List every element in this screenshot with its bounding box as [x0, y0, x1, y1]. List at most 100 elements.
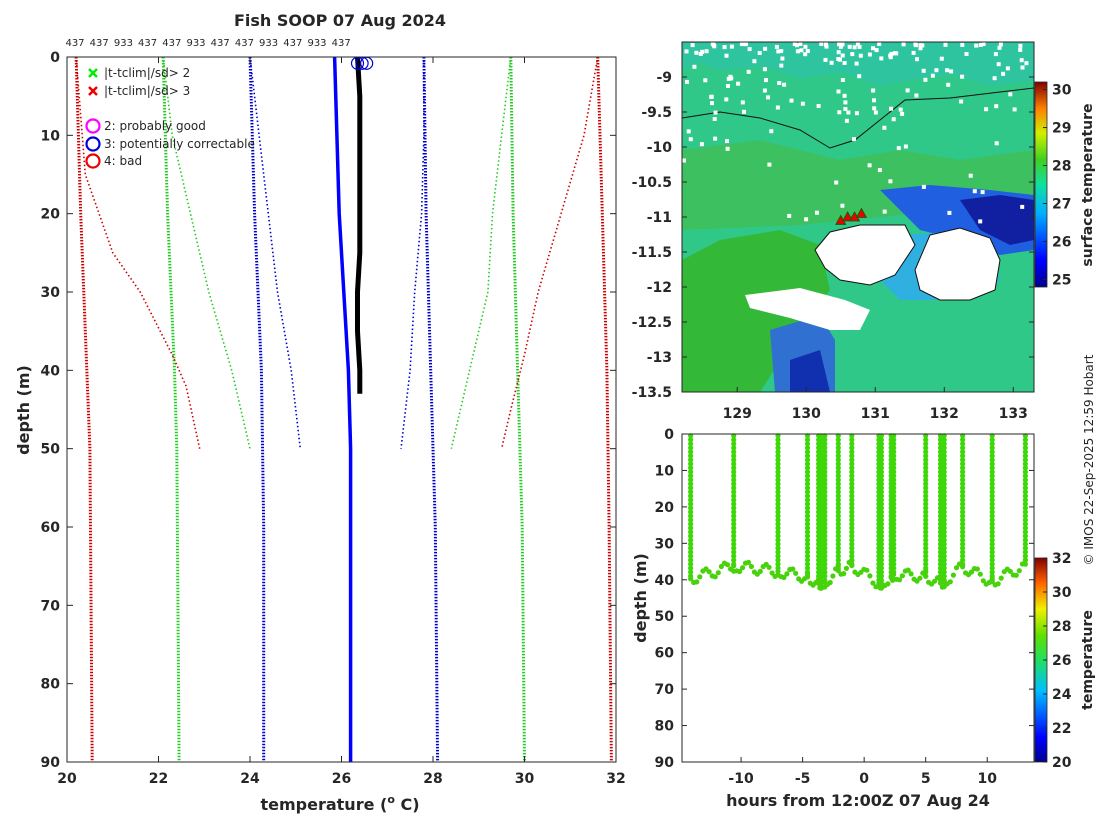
ts-point — [688, 545, 694, 551]
ts-y-tick-label: 10 — [655, 463, 675, 479]
ts-point — [989, 533, 995, 539]
ts-point — [818, 509, 824, 515]
ts-point — [989, 445, 995, 451]
ts-point — [923, 465, 929, 471]
ts-point — [688, 473, 694, 479]
ts-point — [937, 561, 944, 567]
ts-point — [1022, 477, 1028, 483]
cloud-pixel — [766, 95, 770, 100]
ts-point — [941, 489, 947, 495]
ts-point — [835, 557, 841, 563]
cloud-pixel — [692, 64, 697, 69]
ts-point — [804, 501, 811, 507]
ts-point — [941, 553, 947, 559]
ts-point — [804, 561, 811, 567]
map-y-tick-label: -12.5 — [632, 315, 672, 331]
ts-point — [822, 445, 828, 451]
ts-point — [775, 489, 781, 495]
ts-point — [688, 537, 694, 543]
cloud-pixel — [800, 101, 805, 106]
ts-point — [775, 481, 781, 487]
timeseries-x-ticks: -10 -5 0 5 10 — [728, 757, 997, 787]
ts-point — [748, 563, 755, 570]
ts-point — [923, 529, 929, 535]
ts-point — [891, 509, 897, 515]
ts-point — [878, 437, 885, 443]
ts-point — [712, 574, 718, 580]
ts-point — [849, 505, 855, 511]
ts-point — [941, 545, 947, 551]
series-local-1sd-high — [400, 57, 425, 449]
ts-point — [989, 477, 995, 483]
ts-point — [688, 517, 694, 523]
ts-point — [1022, 473, 1028, 479]
ts-point — [688, 457, 694, 463]
map-x-tick-label: 132 — [930, 406, 959, 422]
cloud-pixel — [782, 82, 787, 87]
ts-point — [989, 529, 995, 535]
map-x-tick-label: 131 — [861, 406, 890, 422]
sst-patch-cold-east — [960, 195, 1034, 245]
legend-entry: |t-tclim|/sd> 3 — [88, 84, 190, 98]
cloud-pixel — [867, 163, 872, 168]
ts-point — [818, 473, 824, 479]
ts-point — [818, 517, 824, 523]
sst-colorbar-ticks: 25 26 27 28 29 30 — [1043, 83, 1072, 288]
ts-point — [688, 565, 694, 571]
ts-point — [835, 441, 841, 447]
track-marker — [841, 211, 854, 222]
ts-point — [905, 567, 911, 573]
cloud-pixel — [882, 209, 887, 214]
ts-point — [688, 509, 694, 515]
ts-point — [740, 565, 746, 571]
ts-point — [1019, 561, 1025, 567]
timeseries-xlabel: hours from 12:00Z 07 Aug 24 — [726, 791, 990, 810]
ts-point — [804, 445, 811, 451]
ts-point — [775, 497, 781, 503]
cloud-pixel — [874, 48, 879, 53]
ts-point — [731, 473, 737, 479]
ts-point — [923, 441, 929, 447]
ts-point — [878, 533, 885, 539]
profile-y-ticks: 0 10 20 30 40 50 60 70 80 90 — [41, 50, 616, 771]
cloud-pixel — [704, 49, 709, 54]
cloud-pixel — [710, 101, 714, 106]
ts-point — [937, 545, 944, 551]
cloud-pixel — [1024, 61, 1029, 66]
ts-point — [941, 445, 947, 451]
cloud-pixel — [764, 78, 768, 83]
ts-point — [818, 481, 824, 487]
ts-point — [849, 489, 855, 495]
ts-point — [989, 481, 995, 487]
ts-point — [822, 477, 828, 483]
ts-point — [731, 557, 737, 563]
ts-point — [974, 566, 981, 572]
ts-point — [937, 489, 944, 495]
ts-point — [878, 501, 885, 507]
ts-point — [1022, 517, 1028, 523]
ts-point — [804, 493, 811, 499]
ts-point — [937, 537, 944, 543]
legend-entry: 3: potentially correctable — [85, 136, 255, 152]
ts-point — [818, 449, 824, 455]
sst-colorbar-tick-label: 27 — [1052, 196, 1071, 212]
ts-point — [822, 469, 828, 475]
ts-point — [804, 529, 811, 535]
cloud-pixel — [763, 46, 768, 51]
ts-point — [937, 509, 944, 515]
temperature-colorbar-tick-label: 26 — [1052, 653, 1071, 669]
ts-point — [688, 561, 694, 567]
ts-point — [822, 521, 828, 527]
y-tick-label: 40 — [41, 363, 61, 379]
ts-point — [960, 441, 966, 447]
ts-point — [775, 505, 781, 511]
ts-point — [989, 509, 995, 515]
ts-point — [706, 569, 712, 575]
ts-point — [835, 553, 841, 559]
ts-point — [1022, 505, 1028, 511]
legend-label: 3: potentially correctable — [104, 137, 255, 151]
ts-point — [947, 579, 953, 585]
ts-point — [818, 569, 824, 575]
ts-point — [891, 529, 897, 535]
cloud-pixel — [726, 84, 730, 88]
